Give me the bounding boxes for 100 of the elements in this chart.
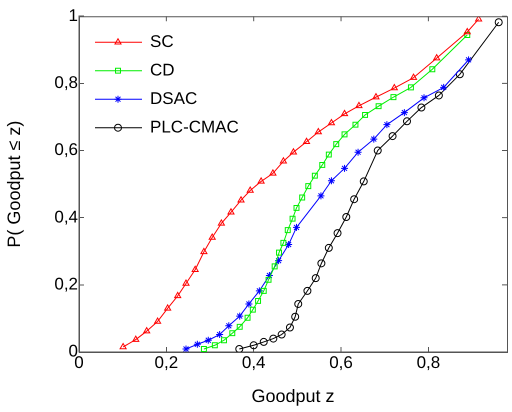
- point: [265, 271, 274, 280]
- point: [464, 56, 473, 64]
- point: [360, 177, 368, 186]
- point: [400, 108, 408, 117]
- point: [235, 344, 244, 352]
- x-tick-label: 0,8: [416, 352, 440, 372]
- point: [312, 274, 320, 282]
- point: [417, 104, 426, 112]
- point: [221, 337, 227, 344]
- point: [236, 324, 243, 330]
- point: [376, 103, 382, 110]
- point: [327, 176, 336, 185]
- point: [305, 183, 312, 190]
- legend-label: CD: [150, 60, 175, 80]
- legend-label: PLC-CMAC: [150, 117, 239, 136]
- point: [218, 219, 225, 226]
- point: [340, 164, 349, 172]
- point: [286, 323, 294, 332]
- point: [143, 327, 150, 334]
- point: [433, 54, 440, 60]
- point: [342, 131, 348, 138]
- point: [434, 91, 443, 100]
- point: [341, 110, 348, 116]
- point: [291, 312, 300, 321]
- point: [200, 346, 207, 352]
- point: [276, 250, 282, 256]
- point: [182, 344, 190, 352]
- point: [352, 122, 358, 128]
- point: [250, 341, 258, 350]
- x-tick-label: 0,4: [242, 352, 266, 372]
- point: [278, 330, 286, 339]
- point: [192, 266, 199, 272]
- point: [312, 172, 318, 179]
- point: [227, 208, 235, 215]
- point: [290, 216, 296, 222]
- point: [370, 135, 378, 144]
- legend-label: DSAC: [150, 88, 198, 108]
- point: [280, 157, 287, 164]
- point: [326, 152, 332, 158]
- point: [456, 70, 464, 78]
- point: [204, 336, 212, 344]
- point: [260, 288, 267, 294]
- legend-label: SC: [150, 32, 174, 51]
- point: [494, 18, 503, 26]
- y-tick-label: 0,8: [54, 73, 78, 92]
- point: [164, 304, 172, 311]
- point: [269, 169, 276, 176]
- point: [200, 248, 208, 254]
- point: [292, 223, 300, 232]
- point: [236, 312, 244, 320]
- point: [475, 16, 482, 22]
- point: [260, 338, 268, 346]
- point: [328, 118, 335, 126]
- point: [274, 256, 283, 265]
- point: [224, 322, 233, 330]
- point: [294, 300, 302, 308]
- point: [290, 148, 297, 154]
- point: [246, 186, 254, 193]
- point: [420, 94, 428, 102]
- point: [402, 117, 411, 126]
- point: [390, 94, 396, 100]
- y-axis-title: P( Goodput ≤ z): [4, 120, 24, 248]
- point: [374, 146, 382, 155]
- point: [316, 192, 325, 200]
- point: [250, 306, 256, 313]
- point: [294, 204, 300, 211]
- y-tick-label: 0,2: [54, 274, 78, 294]
- point: [238, 196, 245, 202]
- point: [182, 279, 190, 286]
- x-axis-title: Goodput z: [251, 386, 335, 406]
- point: [284, 227, 291, 234]
- point: [333, 141, 340, 148]
- y-tick-label: 1: [68, 6, 78, 25]
- point: [266, 276, 272, 283]
- point: [255, 298, 262, 304]
- point: [303, 286, 312, 295]
- point: [120, 342, 127, 350]
- point: [342, 213, 350, 222]
- point: [244, 300, 253, 308]
- point: [334, 229, 342, 238]
- point: [440, 83, 448, 92]
- point: [132, 336, 140, 342]
- point: [269, 334, 278, 343]
- point: [255, 286, 264, 295]
- point: [244, 314, 251, 321]
- point: [362, 112, 368, 118]
- point: [324, 244, 333, 252]
- point: [350, 195, 358, 204]
- point: [410, 74, 418, 80]
- point: [382, 120, 391, 129]
- y-tick-label: 0,6: [54, 140, 78, 160]
- point: [464, 32, 470, 38]
- x-tick-label: 0,6: [329, 352, 353, 372]
- point: [280, 240, 286, 246]
- point: [354, 148, 362, 156]
- point: [216, 330, 224, 339]
- point: [258, 177, 265, 184]
- x-tick-label: 0,2: [154, 352, 178, 372]
- point: [355, 102, 362, 108]
- point: [464, 28, 471, 34]
